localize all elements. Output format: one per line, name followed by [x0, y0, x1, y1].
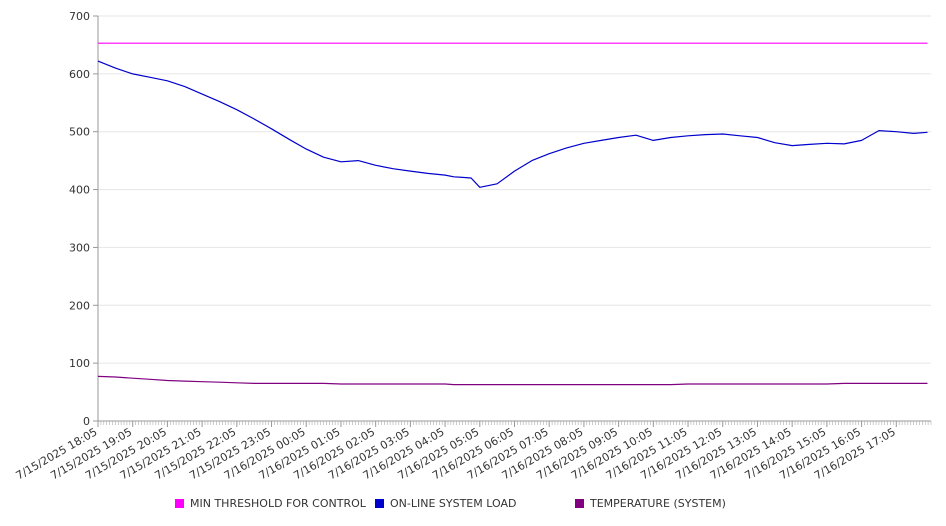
legend-label-system-load: ON-LINE SYSTEM LOAD: [390, 497, 517, 510]
y-tick-label: 300: [69, 241, 90, 254]
series-line-system-load: [97, 60, 928, 188]
gridlines: [98, 15, 931, 364]
legend-item-min-threshold[interactable]: MIN THRESHOLD FOR CONTROL: [175, 497, 366, 510]
legend-item-system-load[interactable]: ON-LINE SYSTEM LOAD: [375, 497, 516, 510]
y-tick-label: 0: [83, 415, 90, 428]
legend-swatch-system-load: [375, 499, 384, 508]
y-tick-label: 400: [69, 184, 90, 197]
y-tick-label: 500: [69, 126, 90, 139]
y-tick-label: 100: [69, 357, 90, 370]
y-axis-ticks: 0 100 200 300 400 500 600 700: [69, 10, 98, 428]
y-tick-label: 600: [69, 68, 90, 81]
x-axis-ticks: 7/15/2025 18:057/15/2025 19:057/15/2025 …: [14, 421, 932, 482]
legend-item-temperature[interactable]: TEMPERATURE (SYSTEM): [575, 497, 726, 510]
y-tick-label: 200: [69, 299, 90, 312]
legend-label-min-threshold: MIN THRESHOLD FOR CONTROL: [190, 497, 366, 510]
y-tick-label: 700: [69, 10, 90, 23]
legend-swatch-min-threshold: [175, 499, 184, 508]
series-lines: [97, 42, 928, 386]
legend-swatch-temperature: [575, 499, 584, 508]
series-line-temperature: [97, 375, 928, 386]
axes: [97, 16, 931, 422]
legend: MIN THRESHOLD FOR CONTROL ON-LINE SYSTEM…: [0, 497, 946, 515]
legend-label-temperature: TEMPERATURE (SYSTEM): [590, 497, 726, 510]
